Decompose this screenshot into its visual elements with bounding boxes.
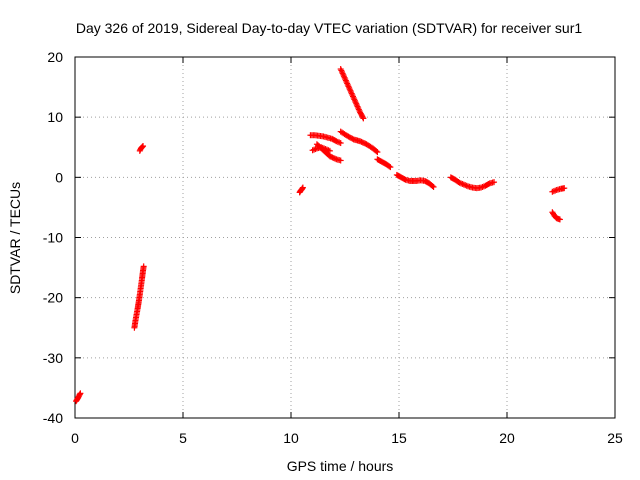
data-point: [77, 390, 84, 397]
data-point: [491, 179, 498, 186]
data-point: [552, 187, 559, 194]
chart-title: Day 326 of 2019, Sidereal Day-to-day VTE…: [76, 20, 582, 36]
data-point: [140, 143, 147, 150]
axis-ticks: 0 5 10 15 20 25 -40 -30 -20 -10 0 10 20: [43, 49, 623, 446]
x-tick-label: 20: [499, 430, 515, 446]
data-point: [359, 114, 366, 121]
data-point: [387, 164, 394, 171]
grid: [75, 57, 615, 418]
x-axis-title: GPS time / hours: [287, 458, 394, 474]
x-tick-label: 0: [71, 430, 79, 446]
data-point: [429, 183, 436, 190]
data-point: [337, 140, 344, 147]
data-point: [332, 155, 339, 162]
data-point: [360, 115, 367, 122]
y-tick-label: 20: [47, 49, 63, 65]
data-point: [140, 263, 147, 270]
data-point: [373, 148, 380, 155]
x-tick-label: 5: [179, 430, 187, 446]
data-marks: [73, 66, 568, 405]
data-point: [374, 149, 381, 156]
x-tick-label: 10: [283, 430, 299, 446]
x-tick-label: 25: [607, 430, 623, 446]
y-axis-title: SDTVAR / TECUs: [7, 182, 23, 294]
data-point: [326, 147, 333, 154]
x-tick-label: 15: [391, 430, 407, 446]
data-point: [561, 185, 568, 192]
data-point: [556, 216, 563, 223]
y-tick-label: -30: [43, 350, 63, 366]
y-tick-label: 0: [55, 169, 63, 185]
data-point: [386, 163, 393, 170]
data-point: [299, 184, 306, 191]
data-point: [430, 183, 437, 190]
data-point: [337, 157, 344, 164]
y-tick-label: -20: [43, 290, 63, 306]
y-tick-label: -40: [43, 410, 63, 426]
y-tick-label: -10: [43, 230, 63, 246]
y-tick-label: 10: [47, 109, 63, 125]
